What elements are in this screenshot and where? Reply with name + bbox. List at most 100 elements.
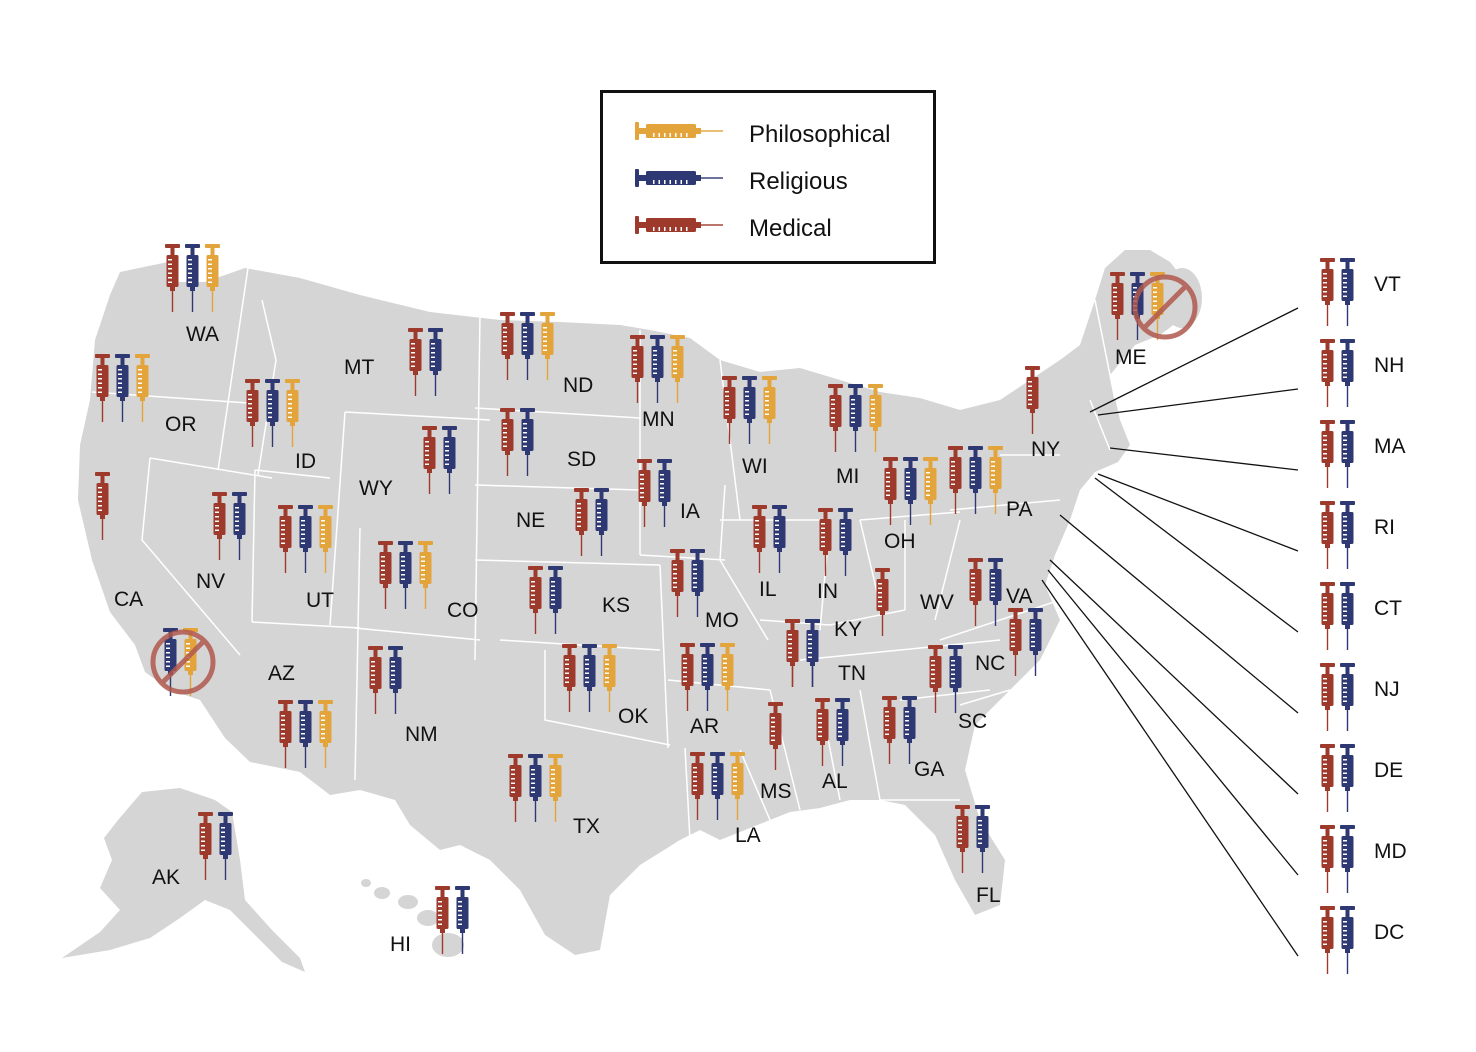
syringe-icon bbox=[637, 459, 652, 527]
syringe-set-nh bbox=[1320, 339, 1355, 407]
state-label-hi: HI bbox=[390, 933, 411, 956]
syringe-set-tx bbox=[508, 754, 563, 822]
syringe-icon bbox=[680, 643, 695, 711]
state-label-ia: IA bbox=[680, 500, 700, 523]
legend-item-philosophical: Philosophical bbox=[603, 113, 933, 153]
syringe-icon bbox=[1320, 663, 1335, 731]
state-label-nm: NM bbox=[405, 723, 438, 746]
syringe-icon bbox=[500, 408, 515, 476]
syringe-icon bbox=[742, 376, 757, 444]
state-label-or: OR bbox=[165, 413, 197, 436]
syringe-icon bbox=[752, 505, 767, 573]
hawaii-island bbox=[374, 887, 390, 899]
syringe-icon bbox=[1340, 420, 1355, 488]
syringe-icon bbox=[1025, 366, 1040, 434]
callout-label-md: MD bbox=[1374, 840, 1407, 863]
syringe-icon bbox=[540, 312, 555, 380]
syringe-icon bbox=[768, 702, 783, 770]
syringe-icon bbox=[422, 426, 437, 494]
syringe-icon bbox=[1340, 825, 1355, 893]
syringe-icon bbox=[602, 644, 617, 712]
syringe-icon bbox=[185, 244, 200, 312]
hawaii-island bbox=[361, 879, 371, 887]
syringe-set-vt bbox=[1320, 258, 1355, 326]
syringe-set-de bbox=[1320, 744, 1355, 812]
syringe-set-fl bbox=[955, 805, 990, 873]
state-label-la: LA bbox=[735, 824, 761, 847]
state-label-in: IN bbox=[817, 580, 838, 603]
syringe-icon bbox=[285, 379, 300, 447]
state-label-ne: NE bbox=[516, 509, 546, 532]
syringe-set-in bbox=[818, 508, 853, 576]
state-border bbox=[499, 639, 661, 651]
syringe-set-wv bbox=[875, 568, 890, 636]
callout-label-de: DE bbox=[1374, 759, 1404, 782]
state-border bbox=[639, 554, 726, 561]
state-label-ak: AK bbox=[152, 866, 181, 889]
syringe-set-ks bbox=[528, 566, 563, 634]
syringe-icon bbox=[948, 645, 963, 713]
state-border bbox=[739, 749, 771, 821]
syringe-icon bbox=[582, 644, 597, 712]
syringe-icon bbox=[298, 505, 313, 573]
callout-label-nh: NH bbox=[1374, 354, 1405, 377]
state-label-fl: FL bbox=[976, 884, 1001, 907]
state-border bbox=[251, 469, 256, 623]
state-label-ks: KS bbox=[602, 594, 631, 617]
syringe-icon bbox=[520, 312, 535, 380]
syringe-set-la bbox=[690, 752, 745, 820]
state-border bbox=[474, 484, 641, 491]
syringe-icon bbox=[1320, 339, 1335, 407]
callout-leader-lines bbox=[1041, 307, 1299, 957]
callout-leader-line bbox=[1041, 579, 1299, 957]
state-border bbox=[1089, 399, 1111, 451]
syringe-set-il bbox=[752, 505, 787, 573]
syringe-icon bbox=[548, 566, 563, 634]
syringe-icon bbox=[828, 384, 843, 452]
state-border bbox=[251, 621, 361, 629]
syringe-icon bbox=[635, 169, 723, 187]
syringe-icon bbox=[968, 446, 983, 514]
syringe-set-mo bbox=[670, 549, 705, 617]
callout-label-ct: CT bbox=[1374, 597, 1402, 620]
state-border bbox=[257, 299, 277, 476]
state-border bbox=[474, 559, 661, 566]
syringe-icon bbox=[212, 492, 227, 560]
state-label-az: AZ bbox=[268, 662, 295, 685]
syringe-icon bbox=[1320, 258, 1335, 326]
syringe-icon bbox=[378, 541, 393, 609]
syringe-icon bbox=[115, 354, 130, 422]
syringe-icon bbox=[135, 354, 150, 422]
syringe-icon bbox=[818, 508, 833, 576]
syringe-icon bbox=[928, 645, 943, 713]
state-border bbox=[329, 411, 346, 626]
syringe-set-wa bbox=[165, 244, 220, 312]
syringe-icon bbox=[1110, 272, 1125, 340]
syringe-icon bbox=[95, 472, 110, 540]
syringe-icon bbox=[368, 646, 383, 714]
legend-label: Religious bbox=[749, 168, 848, 195]
syringe-set-wi bbox=[722, 376, 777, 444]
syringe-icon bbox=[690, 752, 705, 820]
legend-item-religious: Religious bbox=[603, 160, 933, 200]
state-label-me: ME bbox=[1115, 346, 1147, 369]
syringe-icon bbox=[902, 696, 917, 764]
callout-label-nj: NJ bbox=[1374, 678, 1400, 701]
syringe-set-mi bbox=[828, 384, 883, 452]
syringe-icon bbox=[720, 643, 735, 711]
syringe-icon bbox=[95, 354, 110, 422]
syringe-icon bbox=[923, 457, 938, 525]
syringe-set-co bbox=[378, 541, 433, 609]
state-border bbox=[719, 484, 769, 641]
syringe-set-ar bbox=[680, 643, 735, 711]
callout-label-ma: MA bbox=[1374, 435, 1406, 458]
state-border bbox=[1094, 299, 1116, 401]
legend-item-medical: Medical bbox=[603, 207, 933, 247]
syringe-icon bbox=[1008, 608, 1023, 676]
callout-leader-line bbox=[1089, 307, 1299, 413]
callout-leader-line bbox=[1097, 388, 1299, 416]
legend: Philosophical Religious Medical bbox=[600, 90, 936, 264]
syringe-set-nv bbox=[212, 492, 247, 560]
state-border bbox=[934, 519, 961, 621]
